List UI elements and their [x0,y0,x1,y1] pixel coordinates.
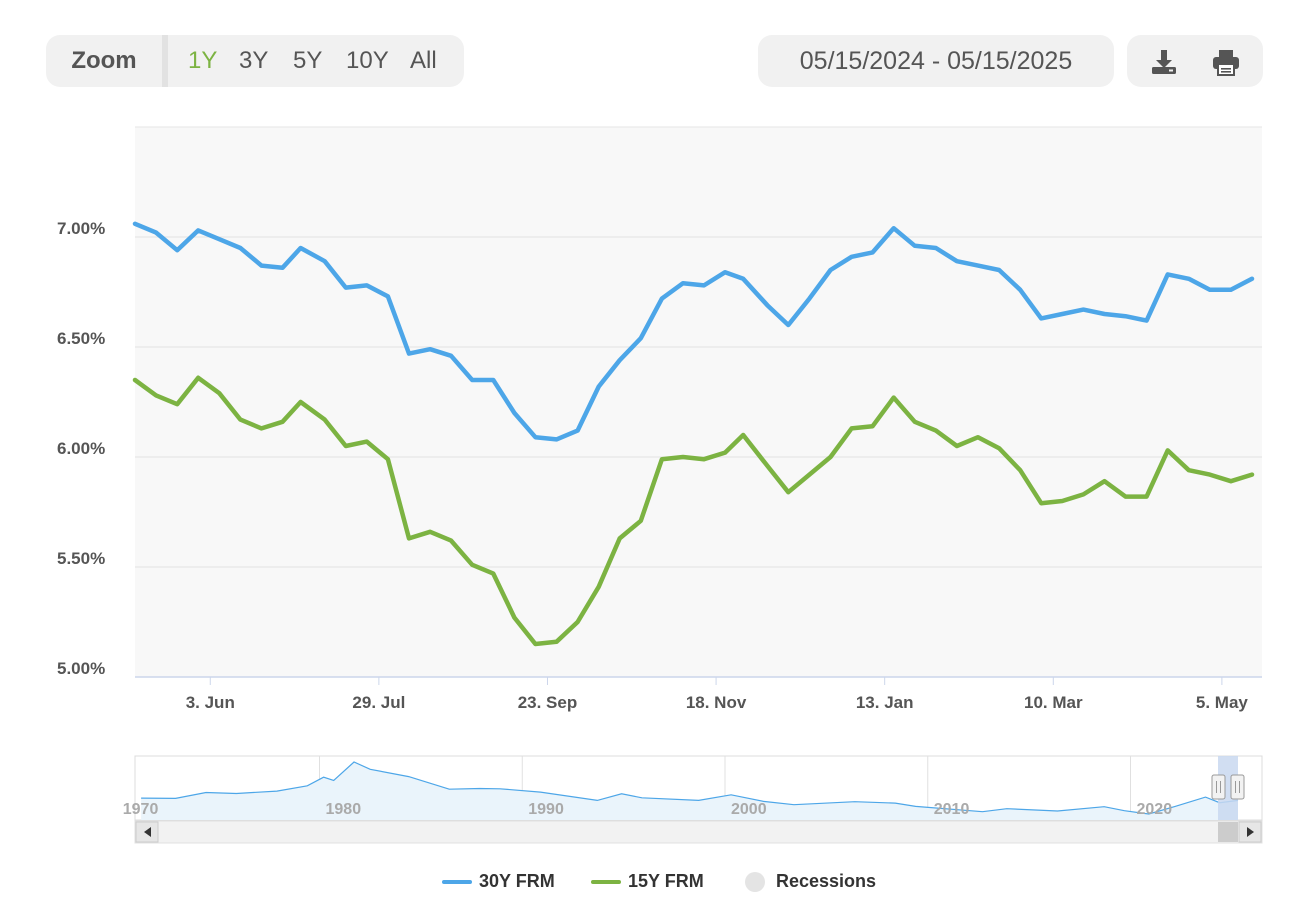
date-range-input[interactable]: 05/15/2024 - 05/15/2025 [758,35,1114,87]
x-axis-labels: 3. Jun 29. Jul 23. Sep 18. Nov 13. Jan 10. Ma… [186,677,1249,712]
navigator-line [141,761,1239,815]
navigator[interactable]: 1970 1980 1990 2000 2010 2020 [123,755,1263,821]
scrollbar[interactable] [134,820,1263,844]
download-icon[interactable] [1149,47,1179,77]
navigator-selection[interactable] [1218,756,1238,820]
y-tick-label: 7.00% [57,219,105,238]
y-tick-label: 5.50% [57,549,105,568]
series-line-30y-frm[interactable] [132,221,1255,442]
legend-swatch-30y [442,880,472,884]
legend-swatch-15y [591,880,621,884]
scroll-left-arrow-icon [144,827,151,837]
y-tick-label: 5.00% [57,659,105,678]
zoom-all-button[interactable]: All [410,47,437,74]
x-tick-label: 23. Sep [518,693,578,712]
x-tick-label: 3. Jun [186,693,235,712]
zoom-5y-button[interactable]: 5Y [293,47,323,74]
x-tick-label: 29. Jul [352,693,405,712]
zoom-1y-button[interactable]: 1Y [188,47,218,74]
zoom-10y-button[interactable]: 10Y [346,47,389,74]
series-lines [132,221,1255,647]
navigator-decade-label: 2020 [1137,801,1173,818]
navigator-decade-label: 2010 [934,801,970,818]
plot-background [135,127,1262,677]
navigator-left-handle[interactable] [1211,774,1226,800]
zoom-separator [162,35,168,87]
navigator-decade-label: 1990 [528,801,564,818]
legend-label-15y: 15Y FRM [628,871,704,891]
navigator-decade-label: 1970 [123,801,159,818]
series-line-15y-frm[interactable] [132,375,1255,647]
legend-swatch-recessions [745,872,765,892]
zoom-3y-button[interactable]: 3Y [239,47,269,74]
x-tick-label: 13. Jan [856,693,914,712]
x-tick-label: 18. Nov [686,693,747,712]
x-tick-label: 10. Mar [1024,693,1083,712]
navigator-decade-label: 2000 [731,801,767,818]
y-tick-label: 6.50% [57,329,105,348]
x-tick-label: 5. May [1196,693,1249,712]
scroll-right-arrow-icon [1247,827,1254,837]
navigator-decade-labels: 1970 1980 1990 2000 2010 2020 [123,801,1172,818]
legend-label-30y: 30Y FRM [479,871,555,891]
print-icon[interactable] [1211,47,1241,77]
navigator-area [141,762,1239,820]
scrollbar-thumb[interactable] [1218,822,1238,842]
y-axis-labels: 5.00% 5.50% 6.00% 6.50% 7.00% [57,219,105,678]
navigator-decade-label: 1980 [326,801,362,818]
legend-label-recessions: Recessions [776,871,877,891]
export-tools [1127,35,1263,87]
zoom-label: Zoom [71,47,137,74]
y-tick-label: 6.00% [57,439,105,458]
zoom-toolbar: Zoom 1Y 3Y 5Y 10Y All [46,35,464,87]
scrollbar-track[interactable] [134,820,1263,844]
chart-legend: 30Y FRM 15Y FRM Recessions [0,866,1292,898]
mortgage-rate-chart: 5.00% 5.50% 6.00% 6.50% 7.00% 3. Jun 29. Jul 2… [57,126,1263,844]
navigator-right-handle[interactable] [1230,774,1245,800]
